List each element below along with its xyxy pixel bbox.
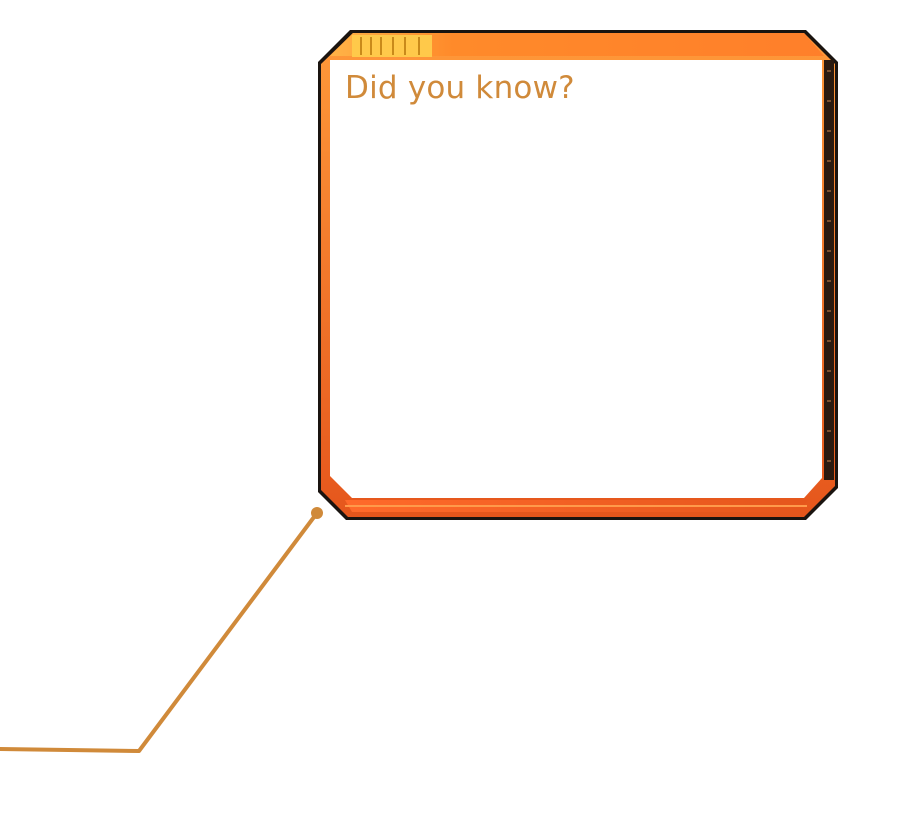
bottom-bar-highlight <box>345 505 807 507</box>
right-strip-ticks <box>827 70 831 462</box>
leader-dot-icon <box>311 507 323 519</box>
right-strip <box>824 60 834 480</box>
panel-body <box>332 120 820 490</box>
panel-title: Did you know? <box>345 70 575 106</box>
content-window <box>330 60 822 498</box>
header-grip-icon <box>352 35 432 57</box>
leader-line <box>0 511 319 753</box>
header-bar <box>330 33 824 56</box>
